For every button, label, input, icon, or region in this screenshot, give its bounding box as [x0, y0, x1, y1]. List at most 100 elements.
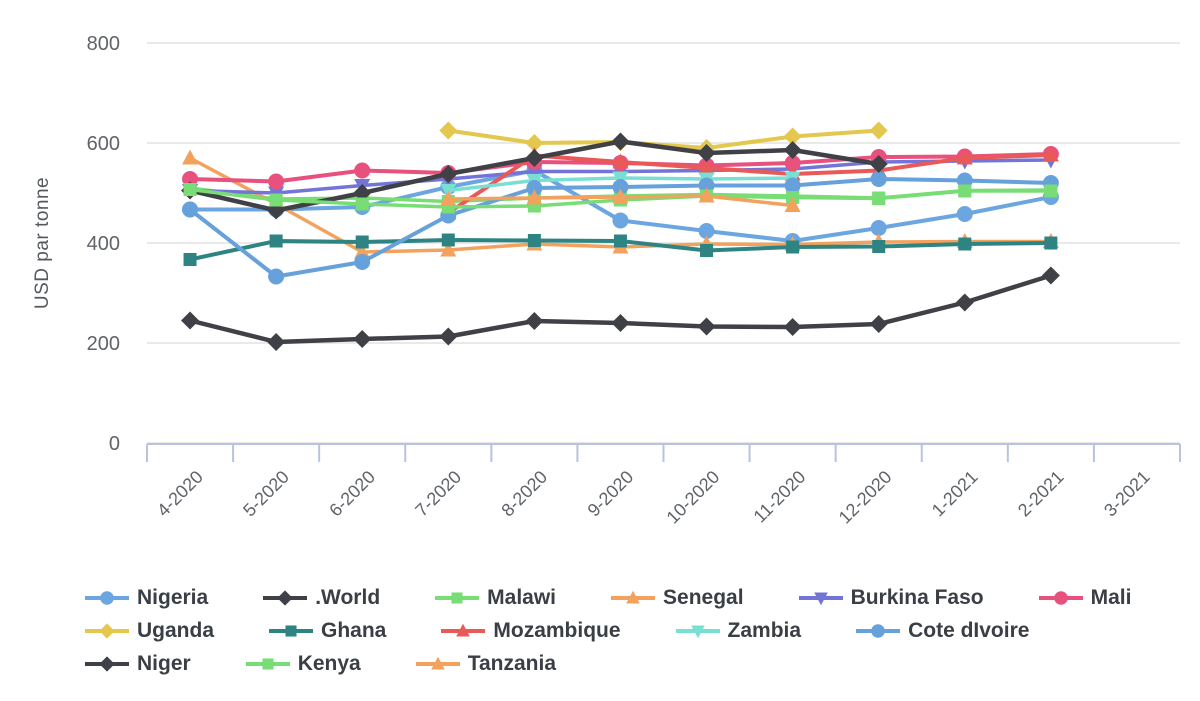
data-point-tanzania-8-2020[interactable]	[526, 189, 543, 205]
x-tick-label: 5-2020	[239, 467, 293, 521]
data-point-mozambique-2-2021[interactable]	[1042, 146, 1059, 162]
data-point-cote-divoire-8-2020[interactable]	[526, 180, 543, 196]
data-point-ghana-8-2020[interactable]	[527, 234, 541, 247]
data-point-ghana-1-2021[interactable]	[958, 237, 972, 251]
data-point-kenya-6-2020[interactable]	[355, 197, 369, 211]
data-point-senegal-6-2020[interactable]	[354, 243, 371, 259]
data-point-nigeria-12-2020[interactable]	[870, 220, 887, 236]
legend-item-mozambique[interactable]: Mozambique	[441, 619, 621, 643]
data-point-cote-divoire-12-2020[interactable]	[870, 171, 887, 187]
data-point-ghana-2-2021[interactable]	[1044, 236, 1058, 250]
data-point--world-12-2020[interactable]	[869, 315, 888, 333]
data-point-mozambique-10-2020[interactable]	[698, 159, 715, 175]
legend-label: .World	[315, 586, 381, 609]
diamond-marker-icon	[263, 590, 308, 606]
x-tick-label: 9-2020	[584, 467, 638, 521]
data-point-ghana-12-2020[interactable]	[872, 240, 886, 253]
legend-marker-shape	[100, 591, 114, 605]
legend-item--world[interactable]: .World	[263, 586, 380, 610]
data-point-niger-7-2020[interactable]	[439, 165, 458, 183]
legend-item-burkina-faso[interactable]: Burkina Faso	[798, 586, 984, 610]
data-point--world-2-2021[interactable]	[1041, 266, 1060, 285]
legend-item-cote-divoire[interactable]: Cote dIvoire	[856, 619, 1029, 643]
data-point--world-6-2020[interactable]	[353, 330, 372, 348]
data-point-ghana-7-2020[interactable]	[441, 233, 455, 247]
legend-marker-shape	[451, 592, 463, 604]
data-point-mozambique-1-2021[interactable]	[956, 149, 973, 165]
legend-marker-shape	[262, 658, 274, 670]
data-point--world-9-2020[interactable]	[611, 314, 630, 332]
legend-item-nigeria[interactable]: Nigeria	[85, 586, 208, 610]
data-point-kenya-5-2020[interactable]	[269, 193, 283, 207]
data-point-kenya-4-2020[interactable]	[183, 183, 197, 196]
data-point-uganda-8-2020[interactable]	[525, 134, 544, 152]
x-tick-label: 4-2020	[153, 467, 207, 521]
data-point-nigeria-9-2020[interactable]	[612, 212, 629, 229]
data-point-niger-11-2020[interactable]	[783, 141, 802, 159]
data-point--world-10-2020[interactable]	[697, 317, 716, 336]
data-point-kenya-1-2021[interactable]	[958, 184, 972, 198]
legend-label: Nigeria	[137, 586, 209, 609]
data-point-mali-6-2020[interactable]	[354, 162, 371, 179]
data-point-niger-12-2020[interactable]	[869, 155, 888, 173]
data-point--world-4-2020[interactable]	[181, 311, 200, 330]
data-point-tanzania-7-2020[interactable]	[440, 190, 457, 206]
data-point-nigeria-10-2020[interactable]	[698, 223, 715, 239]
data-point-senegal-4-2020[interactable]	[182, 149, 199, 165]
x-tick-label: 7-2020	[411, 467, 465, 521]
x-tick-label: 1-2021	[928, 467, 982, 521]
legend-label: Malawi	[487, 586, 557, 609]
data-point-kenya-12-2020[interactable]	[872, 192, 886, 205]
circle-marker-icon	[1038, 591, 1083, 605]
data-point-cote-divoire-5-2020[interactable]	[268, 268, 285, 285]
data-point-tanzania-11-2020[interactable]	[784, 197, 801, 212]
data-point-mali-11-2020[interactable]	[784, 155, 801, 171]
data-point-cote-divoire-6-2020[interactable]	[354, 254, 371, 270]
data-point-niger-10-2020[interactable]	[697, 144, 716, 162]
legend-item-senegal[interactable]: Senegal	[611, 586, 744, 610]
legend-item-mali[interactable]: Mali	[1038, 586, 1131, 610]
legend-item-niger[interactable]: Niger	[85, 652, 191, 676]
data-point-ghana-6-2020[interactable]	[355, 235, 369, 249]
data-point-ghana-5-2020[interactable]	[269, 234, 283, 248]
legend-label: Senegal	[663, 586, 744, 609]
legend-row: Nigeria .World Malawi Senegal Burkina Faso Ma…	[85, 586, 1185, 610]
legend-label: Niger	[137, 652, 191, 675]
x-tick-label: 11-2020	[750, 467, 810, 527]
triangle-up-marker-icon	[441, 623, 486, 637]
data-point--world-8-2020[interactable]	[525, 312, 544, 330]
data-point--world-11-2020[interactable]	[783, 318, 802, 336]
data-point-tanzania-10-2020[interactable]	[698, 187, 715, 203]
data-point-niger-8-2020[interactable]	[525, 149, 544, 167]
legend-item-uganda[interactable]: Uganda	[85, 619, 214, 643]
data-point-ghana-11-2020[interactable]	[786, 240, 800, 254]
legend-marker-shape	[285, 625, 297, 637]
data-point--world-5-2020[interactable]	[267, 333, 286, 351]
legend-item-zambia[interactable]: Zambia	[675, 619, 801, 643]
legend-marker-shape	[871, 624, 885, 638]
data-point-uganda-7-2020[interactable]	[439, 121, 458, 140]
data-point-cote-divoire-4-2020[interactable]	[182, 201, 199, 218]
data-point-senegal-7-2020[interactable]	[440, 241, 457, 257]
legend-item-kenya[interactable]: Kenya	[245, 652, 361, 676]
data-point-ghana-9-2020[interactable]	[613, 234, 627, 248]
data-point-mozambique-9-2020[interactable]	[612, 153, 629, 169]
data-point-cote-divoire-11-2020[interactable]	[784, 177, 801, 194]
data-point-uganda-12-2020[interactable]	[869, 121, 888, 140]
data-point-niger-9-2020[interactable]	[611, 132, 630, 151]
data-point-mali-5-2020[interactable]	[268, 173, 285, 190]
data-point-ghana-4-2020[interactable]	[183, 253, 197, 266]
data-point-uganda-11-2020[interactable]	[783, 127, 802, 146]
data-point-cote-divoire-9-2020[interactable]	[612, 179, 629, 195]
legend-marker-shape	[690, 625, 705, 639]
data-point-ghana-10-2020[interactable]	[700, 244, 714, 257]
legend-item-ghana[interactable]: Ghana	[269, 619, 386, 643]
data-point-kenya-2-2021[interactable]	[1044, 184, 1058, 198]
legend-item-malawi[interactable]: Malawi	[435, 586, 556, 610]
legend-item-tanzania[interactable]: Tanzania	[415, 652, 556, 676]
data-point--world-1-2021[interactable]	[955, 293, 974, 312]
data-point--world-7-2020[interactable]	[439, 327, 458, 346]
data-point-tanzania-9-2020[interactable]	[612, 188, 629, 204]
data-point-nigeria-1-2021[interactable]	[956, 206, 973, 222]
